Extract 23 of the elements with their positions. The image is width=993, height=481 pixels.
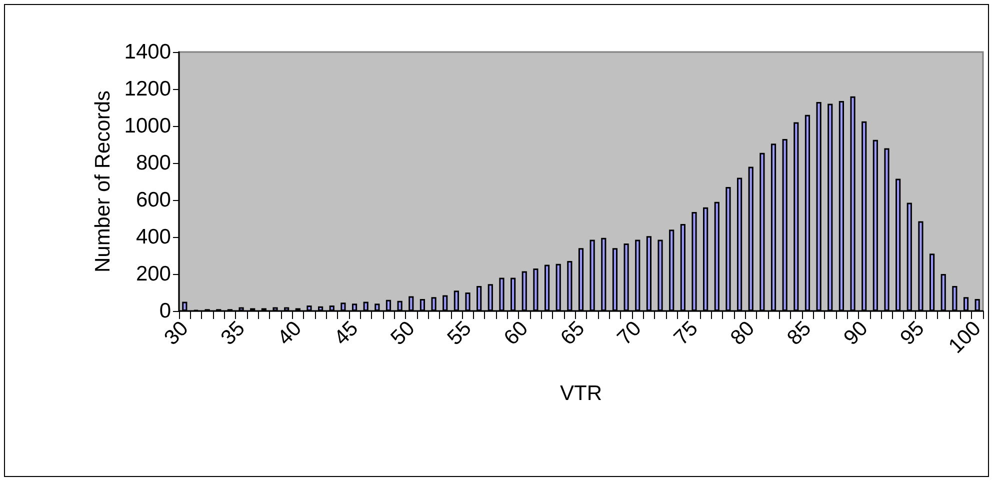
x-tick-label: 90 [839, 316, 872, 350]
y-tick-label: 1000 [124, 114, 171, 138]
x-tick-label: 55 [443, 316, 476, 350]
y-tick-label: 200 [136, 262, 171, 286]
x-tick-label: 45 [330, 316, 363, 350]
x-tick-label: 75 [670, 316, 702, 350]
x-tick-label: 60 [500, 316, 533, 350]
x-tick-label: 80 [726, 316, 759, 350]
x-axis-title: VTR [560, 382, 602, 405]
x-tick-label: 35 [216, 316, 250, 350]
y-axis-title: Number of Records [91, 90, 114, 273]
x-tick-label: 65 [556, 316, 590, 350]
x-tick-label: 40 [273, 316, 306, 350]
y-tick-label: 1400 [124, 40, 171, 64]
y-tick-label: 400 [136, 226, 171, 248]
x-tick-label: 85 [782, 316, 816, 350]
y-tick-label: 1200 [124, 78, 171, 100]
x-tick-label: 95 [896, 316, 929, 350]
x-tick-label: 70 [612, 316, 646, 350]
x-tick-label: 50 [386, 316, 420, 350]
y-tick-label: 600 [136, 188, 171, 212]
y-tick-label: 800 [136, 152, 171, 174]
x-tick-label: 100 [944, 316, 986, 358]
